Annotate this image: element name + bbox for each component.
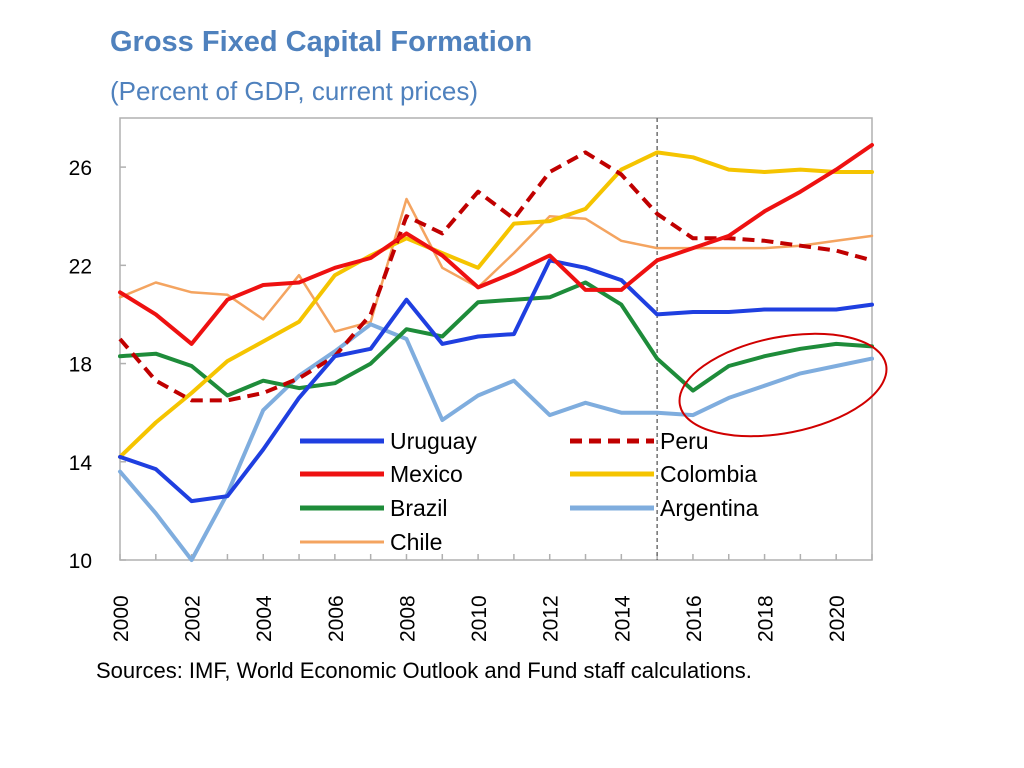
series-line-colombia	[118, 150, 874, 459]
x-tick-label: 2008	[396, 595, 419, 642]
x-tick-label: 2014	[611, 595, 634, 642]
x-tick-label: 2016	[683, 595, 706, 642]
x-tick-label: 2004	[253, 595, 276, 642]
series-lines	[118, 143, 874, 562]
series-line-uruguay	[118, 258, 874, 504]
plot-area-frame	[119, 117, 873, 561]
series-line-mexico	[118, 143, 874, 346]
legend-label-chile: Chile	[390, 529, 442, 555]
x-tick-label: 2010	[468, 595, 491, 642]
y-tick-label: 22	[69, 255, 92, 278]
legend-label-peru: Peru	[660, 428, 709, 454]
y-tick-label: 18	[69, 354, 92, 377]
series-line-brazil	[118, 280, 874, 398]
legend-label-mexico: Mexico	[390, 461, 463, 487]
series-line-chile	[118, 197, 874, 333]
x-tick-label: 2000	[110, 595, 133, 642]
y-axis-ticks: 10 14 18 22 26	[69, 157, 126, 573]
x-tick-label: 2012	[540, 595, 563, 642]
x-axis-ticks: 2000 2002 2004 2006 2008 2010 2012 2014 2016 2018…	[110, 554, 873, 642]
x-tick-label: 2018	[755, 595, 778, 642]
x-tick-label: 2006	[325, 595, 348, 642]
source-note: Sources: IMF, World Economic Outlook and…	[96, 658, 752, 683]
legend-label-brazil: Brazil	[390, 495, 448, 521]
x-tick-label: 2020	[826, 595, 849, 642]
chart-title: Gross Fixed Capital Formation	[110, 26, 533, 58]
legend-label-colombia: Colombia	[660, 461, 757, 487]
highlight-ellipse	[678, 332, 888, 438]
legend: Uruguay Peru Mexico Colombia Brazil Argentina…	[300, 428, 759, 555]
x-tick-label: 2002	[182, 595, 205, 642]
series-line-peru	[118, 150, 873, 403]
chart-subtitle: (Percent of GDP, current prices)	[110, 76, 478, 106]
legend-label-argentina: Argentina	[660, 495, 759, 521]
series-line-argentina	[118, 322, 874, 562]
y-tick-label: 14	[69, 452, 93, 475]
y-tick-label: 26	[69, 157, 92, 180]
legend-label-uruguay: Uruguay	[390, 428, 477, 454]
y-tick-label: 10	[69, 550, 92, 573]
